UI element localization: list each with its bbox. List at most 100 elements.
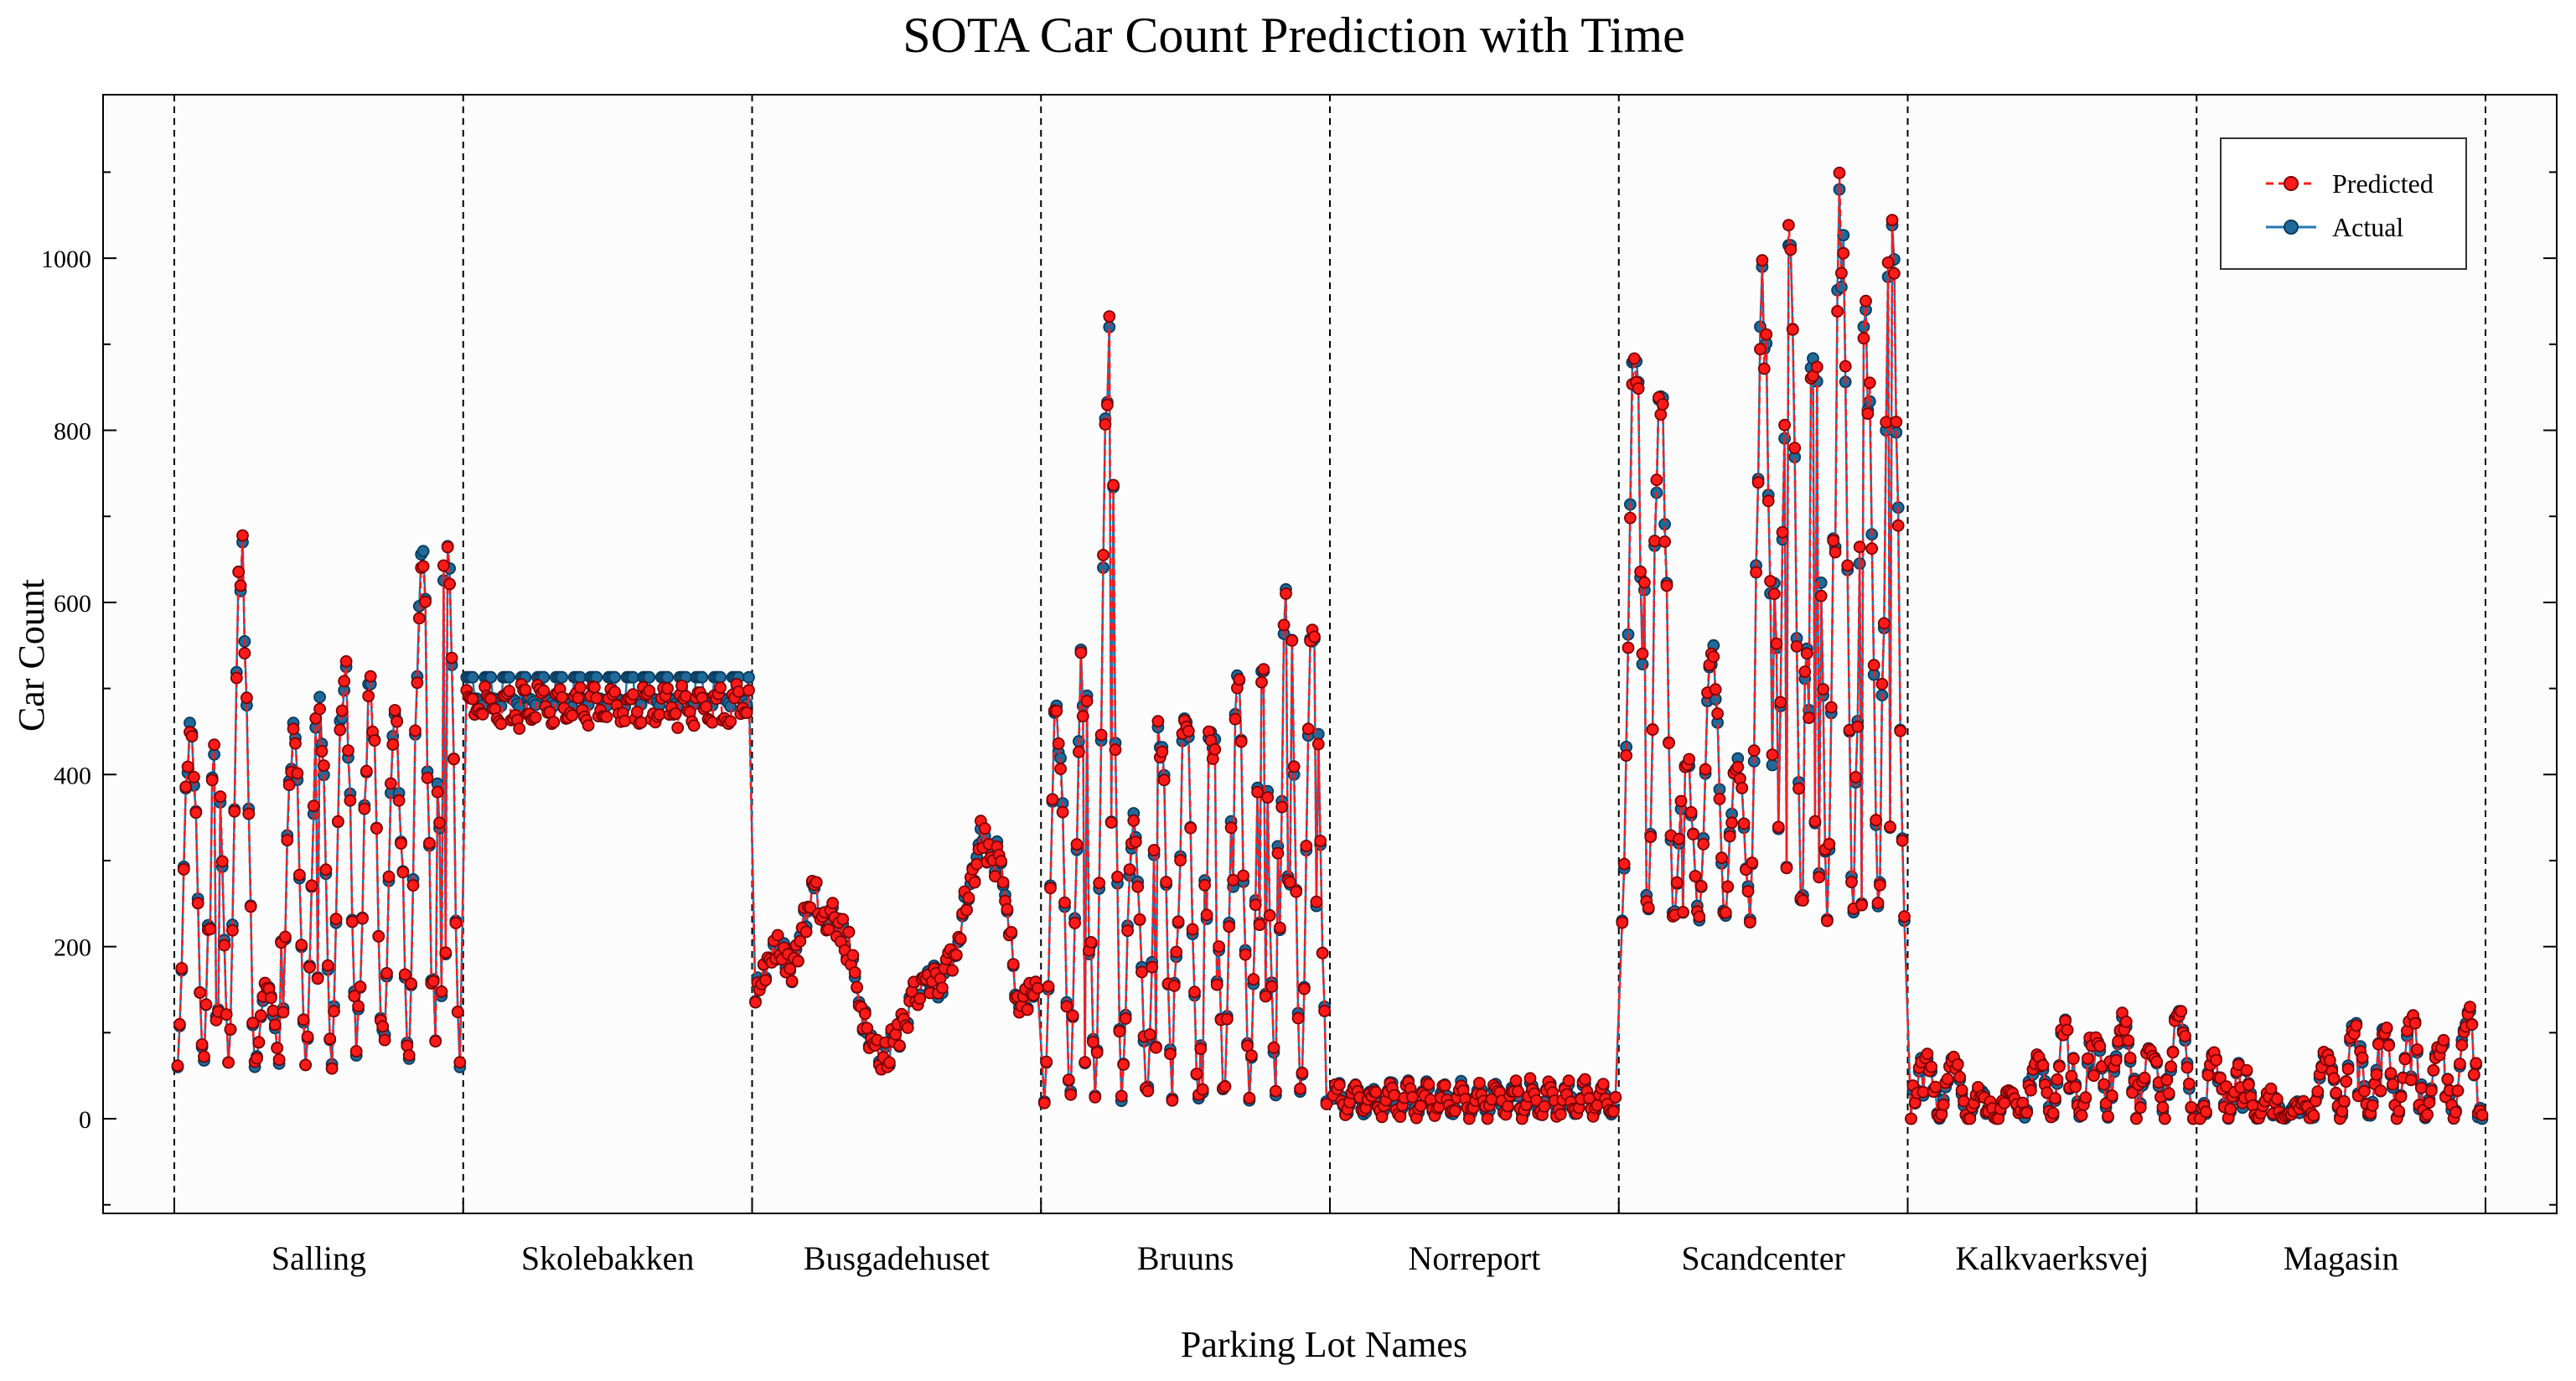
predicted-point xyxy=(317,759,330,772)
actual-point xyxy=(537,670,551,684)
predicted-point xyxy=(794,934,807,948)
predicted-point xyxy=(2224,1103,2237,1115)
predicted-point xyxy=(1068,917,1081,929)
predicted-point xyxy=(1697,838,1710,851)
predicted-point xyxy=(1636,647,1649,660)
predicted-point xyxy=(1723,830,1736,843)
predicted-point xyxy=(1074,646,1088,659)
predicted-point xyxy=(368,734,381,747)
predicted-point xyxy=(254,1009,267,1022)
predicted-point xyxy=(1275,800,1289,814)
predicted-point xyxy=(1079,1056,1092,1068)
predicted-point xyxy=(329,913,343,925)
predicted-point xyxy=(1218,1080,1232,1094)
predicted-point xyxy=(339,654,353,668)
predicted-point xyxy=(433,816,446,830)
predicted-point xyxy=(1857,332,1870,345)
predicted-point xyxy=(1760,328,1773,341)
predicted-point xyxy=(1735,782,1749,794)
predicted-point xyxy=(1683,753,1696,766)
predicted-point xyxy=(1170,945,1183,959)
predicted-point xyxy=(370,822,383,835)
predicted-point xyxy=(1754,343,1766,356)
predicted-point xyxy=(1247,973,1260,986)
predicted-point xyxy=(1747,744,1761,758)
predicted-point xyxy=(344,794,357,807)
predicted-point xyxy=(1788,442,1802,454)
predicted-point xyxy=(230,671,243,685)
predicted-point xyxy=(1782,219,1795,232)
predicted-point xyxy=(1562,1074,1575,1088)
predicted-point xyxy=(1050,705,1063,717)
predicted-point xyxy=(1707,650,1720,664)
predicted-point xyxy=(1529,1094,1543,1107)
predicted-point xyxy=(671,722,685,734)
predicted-point xyxy=(1757,362,1771,375)
predicted-point xyxy=(181,760,194,773)
predicted-point xyxy=(1620,749,1632,762)
actual-point xyxy=(503,670,515,684)
predicted-point xyxy=(1090,1046,1104,1059)
predicted-point xyxy=(970,857,983,871)
predicted-point xyxy=(362,690,375,702)
predicted-point xyxy=(2341,1063,2355,1076)
predicted-point xyxy=(1005,926,1018,939)
predicted-point xyxy=(1093,877,1106,890)
predicted-point xyxy=(1622,641,1635,654)
predicted-point xyxy=(1135,965,1148,979)
predicted-point xyxy=(1823,837,1836,851)
predicted-point xyxy=(1860,294,1872,308)
predicted-point xyxy=(313,702,327,716)
predicted-point xyxy=(1320,1098,1333,1110)
predicted-point xyxy=(2465,1018,2479,1032)
predicted-point xyxy=(572,691,585,705)
predicted-point xyxy=(1725,816,1739,830)
predicted-point xyxy=(1332,1078,1346,1092)
predicted-point xyxy=(443,577,456,591)
predicted-point xyxy=(1422,1078,1435,1091)
predicted-point xyxy=(1301,722,1315,736)
predicted-point xyxy=(272,1053,286,1066)
predicted-point xyxy=(848,966,861,979)
predicted-point xyxy=(2392,1104,2406,1118)
predicted-point xyxy=(1609,1090,1622,1104)
predicted-point xyxy=(264,991,277,1005)
predicted-point xyxy=(1076,710,1089,723)
predicted-point xyxy=(913,992,927,1006)
y-axis: 0 200 400 600 800 1000 xyxy=(41,171,2557,1206)
actual-point xyxy=(313,690,327,704)
predicted-point xyxy=(1290,885,1303,898)
predicted-point xyxy=(2441,1073,2454,1086)
legend-actual-label: Actual xyxy=(2332,212,2403,242)
predicted-point xyxy=(537,684,551,697)
predicted-point xyxy=(271,1042,284,1055)
predicted-point xyxy=(2424,1084,2438,1098)
predicted-point xyxy=(989,870,1001,883)
predicted-point xyxy=(1406,1090,1419,1104)
predicted-point xyxy=(700,701,712,713)
predicted-point xyxy=(358,802,371,815)
predicted-point xyxy=(1265,980,1278,993)
predicted-point xyxy=(1414,1099,1427,1113)
predicted-point xyxy=(372,929,385,943)
predicted-point xyxy=(1253,918,1266,931)
predicted-point xyxy=(1865,542,1879,556)
actual-point xyxy=(661,670,674,684)
x-axis: Salling Skolebakken Busgadehuset Bruuns Norr… xyxy=(272,1239,2399,1277)
predicted-point xyxy=(1875,677,1889,690)
predicted-point xyxy=(2382,1039,2396,1052)
predicted-point xyxy=(228,804,241,818)
predicted-point xyxy=(1186,923,1199,936)
predicted-point xyxy=(2404,1073,2418,1087)
predicted-point xyxy=(1006,958,1020,970)
predicted-point xyxy=(1632,382,1645,396)
legend-actual-marker xyxy=(2284,220,2299,235)
legend-predicted-label: Predicted xyxy=(2332,168,2434,199)
predicted-point xyxy=(2066,1053,2080,1065)
predicted-point xyxy=(240,691,253,705)
predicted-point xyxy=(1881,256,1895,269)
predicted-point xyxy=(2185,1100,2198,1114)
predicted-point xyxy=(608,685,621,699)
predicted-point xyxy=(1761,494,1775,508)
predicted-point xyxy=(1845,876,1858,888)
